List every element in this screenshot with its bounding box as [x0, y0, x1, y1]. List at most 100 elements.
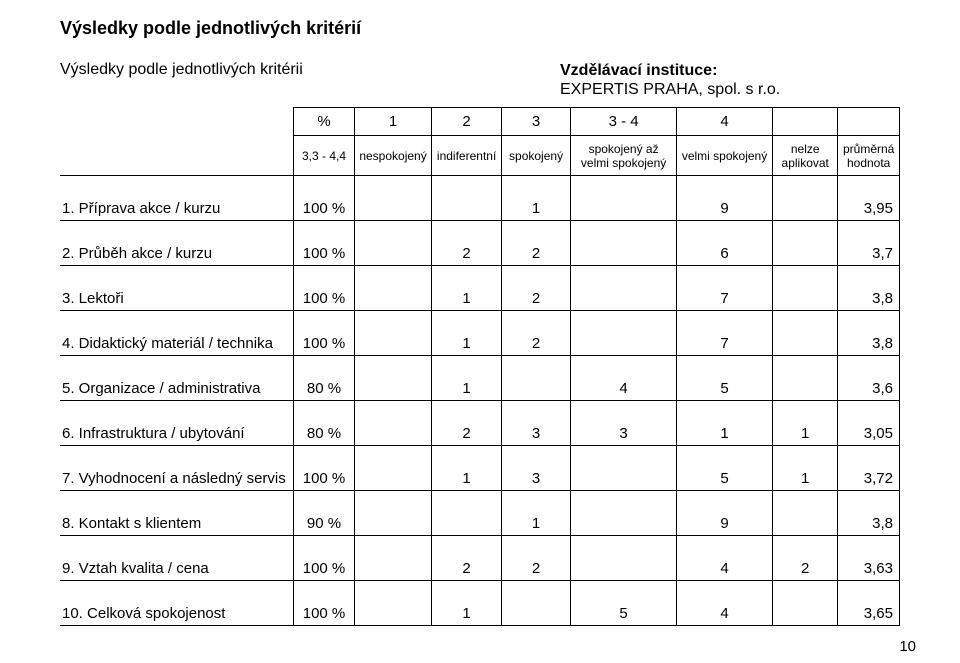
row-c34 [571, 266, 677, 311]
row-c1 [354, 311, 432, 356]
row-c3 [501, 356, 570, 401]
row-nelze: 1 [773, 401, 838, 446]
row-c1 [354, 401, 432, 446]
row-pct: 80 % [294, 401, 354, 446]
row-c1 [354, 581, 432, 626]
results-table: % 1 2 3 3 - 4 4 3,3 - 4,4 nespokojený in… [60, 107, 900, 626]
hdr-c34: 3 - 4 [571, 108, 677, 136]
row-c1 [354, 536, 432, 581]
hdr-l34: spokojený až velmi spokojený [571, 136, 677, 176]
row-c34: 3 [571, 401, 677, 446]
row-c3 [501, 581, 570, 626]
row-avg: 3,7 [838, 221, 900, 266]
row-c3: 1 [501, 491, 570, 536]
page-number: 10 [899, 638, 916, 655]
row-c2: 2 [432, 401, 502, 446]
row-label: 7. Vyhodnocení a následný servis [60, 446, 294, 491]
row-c4: 9 [676, 176, 772, 221]
row-c4: 5 [676, 356, 772, 401]
row-avg: 3,05 [838, 401, 900, 446]
row-c4: 1 [676, 401, 772, 446]
subhead-row: Výsledky podle jednotlivých kritérii Vzd… [60, 61, 900, 99]
row-c1 [354, 266, 432, 311]
row-c2: 1 [432, 356, 502, 401]
row-nelze [773, 176, 838, 221]
hdr-c1: 1 [354, 108, 432, 136]
row-pct: 100 % [294, 176, 354, 221]
hdr-l4: velmi spokojený [676, 136, 772, 176]
institution-value: EXPERTIS PRAHA, spol. s r.o. [560, 80, 780, 99]
hdr-nelze-b: aplikovat [782, 156, 829, 170]
row-c4: 4 [676, 536, 772, 581]
table-row: 8. Kontakt s klientem 90 % 1 9 3,8 [60, 491, 900, 536]
row-avg: 3,8 [838, 311, 900, 356]
row-label: 2. Průběh akce / kurzu [60, 221, 294, 266]
hdr-l2: indiferentní [432, 136, 502, 176]
row-nelze [773, 356, 838, 401]
page: Výsledky podle jednotlivých kritérií Výs… [0, 0, 960, 663]
row-label: 9. Vztah kvalita / cena [60, 536, 294, 581]
row-c1 [354, 446, 432, 491]
row-label: 6. Infrastruktura / ubytování [60, 401, 294, 446]
institution-block: Vzdělávací instituce: EXPERTIS PRAHA, sp… [560, 61, 780, 99]
hdr-nelze: nelze aplikovat [773, 136, 838, 176]
row-c2: 2 [432, 221, 502, 266]
hdr-avg-top [838, 108, 900, 136]
table-row: 1. Příprava akce / kurzu 100 % 1 9 3,95 [60, 176, 900, 221]
hdr-l1: nespokojený [354, 136, 432, 176]
row-c2: 1 [432, 581, 502, 626]
row-avg: 3,63 [838, 536, 900, 581]
hdr-blank2 [60, 136, 294, 176]
table-row: 6. Infrastruktura / ubytování 80 % 2 3 3… [60, 401, 900, 446]
row-nelze [773, 221, 838, 266]
hdr-avg-a: průměrná [843, 142, 894, 156]
row-avg: 3,72 [838, 446, 900, 491]
header-row-top: % 1 2 3 3 - 4 4 [60, 108, 900, 136]
row-label: 3. Lektoři [60, 266, 294, 311]
hdr-avg: průměrná hodnota [838, 136, 900, 176]
row-pct: 80 % [294, 356, 354, 401]
row-c1 [354, 491, 432, 536]
hdr-c4: 4 [676, 108, 772, 136]
row-nelze [773, 581, 838, 626]
table-row: 3. Lektoři 100 % 1 2 7 3,8 [60, 266, 900, 311]
row-c1 [354, 221, 432, 266]
row-label: 8. Kontakt s klientem [60, 491, 294, 536]
results-table-wrap: % 1 2 3 3 - 4 4 3,3 - 4,4 nespokojený in… [60, 107, 900, 626]
row-label: 1. Příprava akce / kurzu [60, 176, 294, 221]
row-c4: 9 [676, 491, 772, 536]
table-row: 5. Organizace / administrativa 80 % 1 4 … [60, 356, 900, 401]
row-c2 [432, 491, 502, 536]
row-c34: 4 [571, 356, 677, 401]
hdr-blank [60, 108, 294, 136]
row-c4: 5 [676, 446, 772, 491]
row-nelze: 1 [773, 446, 838, 491]
institution-label: Vzdělávací instituce: [560, 61, 780, 80]
page-title: Výsledky podle jednotlivých kritérií [60, 18, 900, 39]
row-c34: 5 [571, 581, 677, 626]
table-row: 10. Celková spokojenost 100 % 1 5 4 3,65 [60, 581, 900, 626]
row-nelze [773, 266, 838, 311]
row-c1 [354, 356, 432, 401]
row-c2 [432, 176, 502, 221]
hdr-l34a: spokojený až [589, 142, 659, 156]
row-c34 [571, 446, 677, 491]
row-nelze: 2 [773, 536, 838, 581]
row-pct: 100 % [294, 311, 354, 356]
row-c1 [354, 176, 432, 221]
row-pct: 100 % [294, 536, 354, 581]
row-c34 [571, 221, 677, 266]
row-c34 [571, 176, 677, 221]
row-label: 4. Didaktický materiál / technika [60, 311, 294, 356]
table-row: 2. Průběh akce / kurzu 100 % 2 2 6 3,7 [60, 221, 900, 266]
row-c2: 1 [432, 266, 502, 311]
row-c2: 1 [432, 446, 502, 491]
table-row: 4. Didaktický materiál / technika 100 % … [60, 311, 900, 356]
row-c34 [571, 311, 677, 356]
row-avg: 3,8 [838, 266, 900, 311]
subtitle-left: Výsledky podle jednotlivých kritérii [60, 61, 560, 99]
row-c2: 1 [432, 311, 502, 356]
row-pct: 100 % [294, 581, 354, 626]
row-avg: 3,6 [838, 356, 900, 401]
row-c3: 2 [501, 311, 570, 356]
